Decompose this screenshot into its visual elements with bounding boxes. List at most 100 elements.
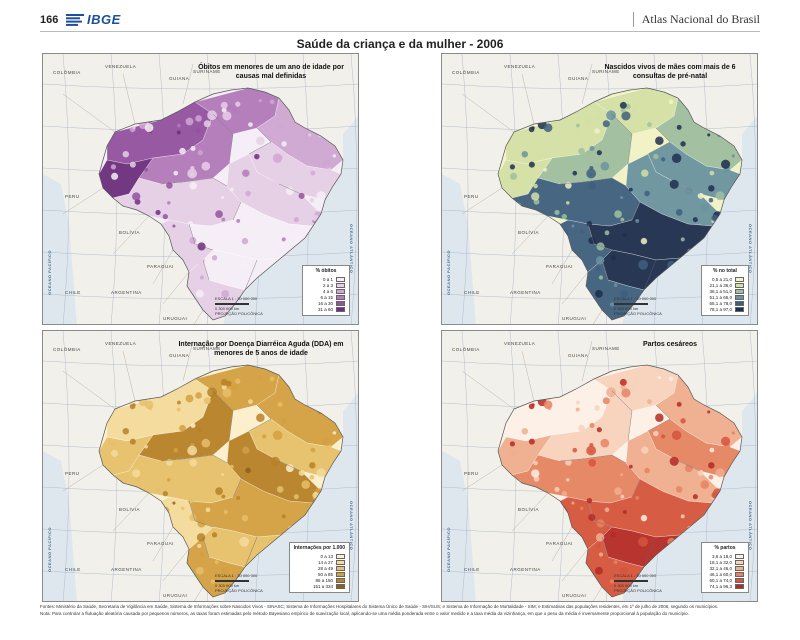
legend-label: 6 a 15	[320, 294, 333, 300]
municipality-dot	[709, 517, 716, 524]
municipality-dot	[211, 255, 218, 261]
municipality-dot	[132, 126, 136, 130]
municipality-dot	[301, 480, 311, 489]
legend-item: 6 a 15	[307, 294, 345, 300]
municipality-dot	[272, 153, 283, 163]
label-chile: CHILE	[65, 290, 81, 295]
municipality-dot	[720, 436, 731, 446]
legend-item: 51,1 a 65,0	[706, 294, 744, 300]
municipality-dot	[606, 387, 616, 398]
legend-title: Internações por 1.000	[293, 545, 345, 551]
municipality-dot	[543, 444, 547, 449]
municipality-dot	[572, 447, 578, 453]
municipality-dot	[242, 446, 250, 454]
municipality-dot	[189, 459, 198, 467]
municipality-dot	[166, 459, 173, 466]
municipality-dot	[533, 460, 538, 466]
municipality-dot	[602, 120, 610, 128]
municipality-dot	[239, 259, 250, 270]
municipality-dot	[688, 258, 697, 268]
municipality-dot	[129, 438, 136, 445]
municipality-dot	[179, 424, 186, 432]
municipality-dot	[566, 201, 570, 205]
municipality-dot	[310, 170, 316, 176]
municipality-dot	[239, 536, 250, 547]
municipality-dot	[588, 513, 596, 522]
legend-swatch	[735, 276, 744, 282]
label-atlantic-ocean: OCEANO ATLÂNTICO	[748, 224, 753, 274]
municipality-dot	[641, 446, 649, 454]
municipality-dot	[699, 256, 707, 264]
municipality-dot	[622, 232, 627, 238]
municipality-dot	[609, 302, 615, 307]
municipality-dot	[572, 170, 578, 176]
country-borders	[461, 340, 603, 601]
map-scale: ESCALA 1 : 30 000 000 0 300 600 km PROJEÇÃ…	[614, 296, 662, 316]
municipality-dot	[211, 532, 218, 538]
state-borders	[559, 113, 701, 291]
legend-swatch	[336, 300, 345, 306]
municipality-dot	[269, 99, 275, 105]
legend-swatch	[735, 577, 744, 583]
municipality-dot	[588, 182, 597, 190]
municipality-dot	[197, 543, 202, 549]
municipality-dot	[310, 447, 316, 453]
municipality-dot	[245, 190, 251, 197]
label-argentina: ARGENTINA	[510, 567, 541, 572]
municipality-dot	[620, 217, 625, 222]
municipality-dot	[166, 182, 173, 189]
municipality-dot	[596, 266, 601, 272]
municipality-dot	[668, 99, 674, 105]
scale-ticks: 0 300 600 km	[215, 305, 240, 311]
municipality-dot	[199, 552, 205, 557]
municipality-dot	[235, 101, 241, 107]
municipality-dot	[594, 392, 601, 399]
legend-item: 21,1 a 36,0	[706, 282, 744, 288]
label-guiana: GUIANA	[169, 353, 190, 358]
map-title: Partos cesáreos	[642, 341, 698, 348]
scale-text: ESCALA 1 : 30 000 000	[215, 296, 258, 302]
municipality-dot	[207, 110, 217, 121]
municipality-dot	[680, 514, 685, 519]
municipality-dot	[167, 201, 171, 205]
municipality-dot	[644, 467, 650, 474]
municipality-dot	[248, 122, 253, 128]
municipality-dot	[189, 182, 198, 190]
municipality-dot	[132, 469, 141, 478]
municipality-dot	[179, 147, 186, 155]
legend-label: 0,5 a 21,0	[711, 276, 732, 282]
municipality-dot	[214, 560, 219, 565]
municipality-dot	[610, 255, 617, 261]
legend-swatch	[735, 571, 744, 577]
municipality-dot	[657, 376, 661, 380]
municipality-dot	[242, 169, 250, 177]
municipality-dot	[263, 573, 268, 578]
municipality-dot	[667, 579, 676, 587]
municipality-dot	[333, 238, 338, 243]
municipality-dot	[594, 566, 603, 575]
municipality-dot	[697, 469, 704, 476]
label-colombia: COLÔMBIA	[452, 347, 480, 352]
municipality-dot	[575, 130, 580, 135]
map-scale: ESCALA 1 : 30 000 000 0 300 600 km PROJEÇÃ…	[215, 573, 263, 593]
municipality-dot	[285, 464, 294, 473]
municipality-dot	[620, 473, 624, 477]
municipality-dot	[221, 567, 230, 575]
label-chile: CHILE	[464, 290, 480, 295]
municipality-dot	[688, 535, 697, 545]
legend-swatch	[336, 288, 345, 294]
municipality-dot	[276, 486, 284, 493]
municipality-dot	[640, 237, 648, 245]
projection-text: PROJEÇÃO POLICÔNICA	[215, 310, 263, 316]
municipality-dot	[309, 197, 315, 203]
municipality-dot	[596, 519, 605, 528]
municipality-dot	[316, 468, 326, 478]
label-chile: CHILE	[65, 567, 81, 572]
legend-title: % partos	[714, 545, 736, 551]
municipality-dot	[610, 532, 617, 538]
label-paraguai: PARAGUAI	[147, 264, 174, 269]
municipality-dot	[309, 252, 314, 256]
municipality-dot	[640, 514, 648, 522]
map-base	[442, 54, 757, 324]
municipality-dot	[602, 397, 610, 405]
